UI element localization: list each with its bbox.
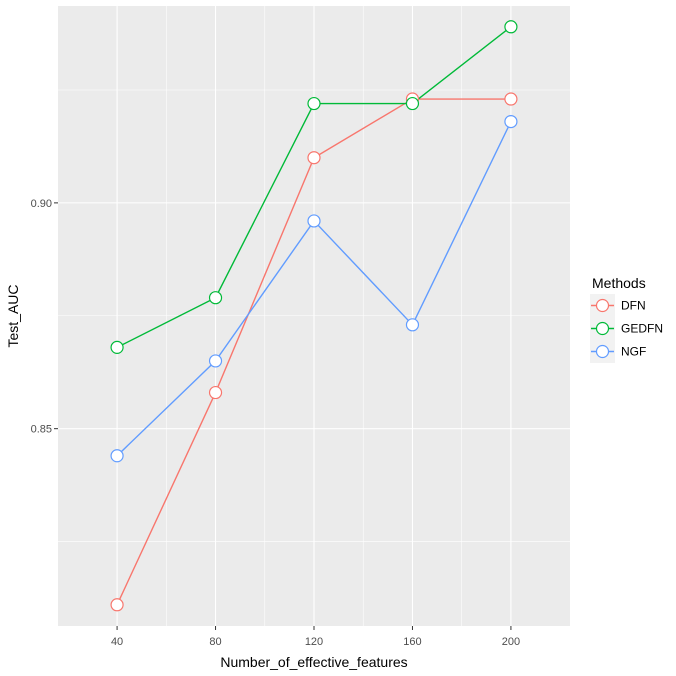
legend-item-dfn: DFN — [590, 294, 646, 317]
data-point-gedfn — [307, 96, 321, 111]
series-layer — [110, 20, 518, 612]
legend-item-gedfn: GEDFN — [590, 317, 663, 340]
data-point-ngf — [307, 214, 321, 228]
y-axis-ticks: 0.85 0.90 — [31, 198, 58, 436]
x-axis-ticks: 40 80 120 160 200 — [111, 626, 520, 648]
y-axis-title: Test_AUC — [5, 284, 21, 347]
x-tick-label: 80 — [209, 636, 221, 648]
x-tick-label: 160 — [403, 636, 421, 648]
data-point-dfn — [208, 385, 223, 400]
data-point-dfn — [504, 92, 518, 106]
data-point-dfn — [110, 598, 124, 612]
legend-title: Methods — [592, 275, 646, 291]
data-point-ngf — [405, 318, 420, 332]
x-tick-label: 200 — [502, 636, 520, 648]
data-point-gedfn — [504, 20, 518, 34]
data-point-dfn — [307, 151, 321, 165]
legend-label: NGF — [621, 345, 646, 359]
y-tick-label: 0.85 — [31, 424, 52, 436]
legend-key-point — [595, 344, 610, 359]
x-tick-label: 120 — [305, 636, 323, 648]
data-point-gedfn — [405, 96, 420, 111]
legend: Methods DFN GEDFN NGF — [590, 275, 663, 363]
legend-label: GEDFN — [621, 322, 663, 336]
legend-item-ngf: NGF — [590, 340, 646, 363]
y-tick-label: 0.90 — [31, 198, 52, 210]
legend-items: DFN GEDFN NGF — [590, 294, 663, 363]
x-axis-title: Number_of_effective_features — [220, 654, 407, 670]
major-gridlines — [58, 6, 570, 626]
x-tick-label: 40 — [111, 636, 123, 648]
data-point-ngf — [110, 449, 124, 463]
legend-key-point — [595, 321, 610, 336]
data-point-gedfn — [208, 291, 223, 305]
legend-label: DFN — [621, 299, 646, 313]
data-point-gedfn — [110, 340, 124, 354]
data-point-ngf — [504, 115, 518, 129]
legend-key-point — [595, 298, 610, 313]
data-point-ngf — [208, 354, 223, 368]
